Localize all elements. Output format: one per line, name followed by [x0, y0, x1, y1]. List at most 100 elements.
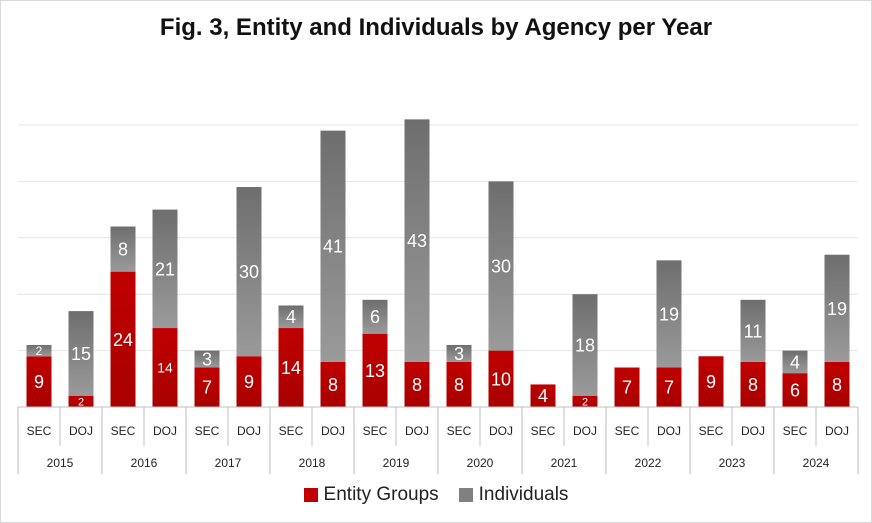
bar-entity-groups [278, 328, 304, 407]
bar-individuals [488, 181, 514, 351]
x-tick-label: SEC [27, 424, 52, 438]
bar-entity-groups [68, 395, 94, 407]
data-label-entity-groups: 4 [538, 386, 548, 406]
x-group-label: 2018 [299, 456, 326, 470]
legend-label-entity-groups: Entity Groups [323, 484, 439, 505]
bar-individuals [404, 119, 430, 362]
legend-swatch-individuals [458, 488, 473, 502]
data-label-individuals: 15 [71, 344, 91, 364]
data-label-individuals: 3 [454, 344, 464, 364]
bar-entity-groups [656, 367, 682, 407]
x-tick-label: SEC [783, 424, 808, 438]
x-tick-label: DOJ [321, 424, 345, 438]
x-group-label: 2023 [719, 456, 746, 470]
data-label-individuals: 21 [155, 259, 175, 279]
data-label-entity-groups: 9 [244, 372, 254, 392]
x-group-label: 2015 [47, 456, 74, 470]
bar-individuals [278, 305, 304, 329]
bar-entity-groups [614, 367, 640, 407]
chart-legend: Entity Groups Individuals [0, 484, 872, 506]
data-label-entity-groups: 8 [748, 375, 758, 395]
bar-individuals [824, 254, 850, 362]
bar-individuals [782, 350, 808, 374]
bar-individuals [740, 299, 766, 362]
bar-individuals [236, 187, 262, 357]
data-label-individuals: 11 [744, 321, 763, 341]
data-label-entity-groups: 8 [412, 375, 422, 395]
data-label-individuals: 41 [323, 237, 343, 257]
x-tick-label: SEC [447, 424, 472, 438]
bar-individuals [572, 294, 598, 396]
bar-entity-groups [488, 350, 514, 407]
data-label-individuals: 19 [659, 304, 679, 324]
chart-title: Fig. 3, Entity and Individuals by Agency… [159, 14, 713, 41]
data-label-entity-groups: 8 [328, 375, 338, 395]
x-tick-label: SEC [531, 424, 556, 438]
data-label-individuals: 18 [575, 335, 595, 355]
bar-individuals [446, 344, 472, 362]
x-tick-label: SEC [363, 424, 388, 438]
bar-entity-groups [236, 356, 262, 407]
data-label-individuals: 30 [239, 262, 259, 282]
bar-entity-groups [194, 367, 220, 407]
x-tick-label: DOJ [153, 424, 177, 438]
x-tick-label: SEC [111, 424, 136, 438]
bar-entity-groups [110, 271, 136, 407]
data-label-entity-groups: 7 [622, 378, 632, 398]
data-label-individuals: 6 [370, 307, 380, 327]
x-tick-label: SEC [279, 424, 304, 438]
bar-entity-groups [782, 373, 808, 407]
legend-item-entity-groups: Entity Groups [303, 484, 439, 506]
data-label-entity-groups: 7 [202, 378, 212, 398]
data-label-entity-groups: 14 [157, 360, 173, 376]
x-tick-label: DOJ [405, 424, 429, 438]
x-group-label: 2019 [383, 456, 410, 470]
bar-individuals [26, 344, 52, 357]
x-group-label: 2020 [467, 456, 494, 470]
data-label-entity-groups: 9 [706, 372, 716, 392]
bar-individuals [362, 299, 388, 334]
bar-entity-groups [152, 328, 178, 407]
data-label-entity-groups: 2 [78, 396, 84, 408]
x-tick-label: DOJ [489, 424, 513, 438]
bar-individuals [110, 226, 136, 272]
bar-entity-groups [572, 395, 598, 407]
data-label-entity-groups: 14 [281, 358, 301, 378]
legend-item-individuals: Individuals [458, 484, 569, 506]
bar-entity-groups [362, 333, 388, 407]
data-label-individuals: 19 [827, 299, 847, 319]
x-tick-label: DOJ [237, 424, 261, 438]
x-tick-label: DOJ [741, 424, 765, 438]
bar-entity-groups [740, 361, 766, 407]
data-label-entity-groups: 10 [491, 369, 511, 389]
data-label-entity-groups: 9 [34, 372, 44, 392]
bar-entity-groups [320, 361, 346, 407]
data-label-individuals: 4 [286, 307, 296, 327]
data-label-entity-groups: 13 [365, 361, 385, 381]
data-label-entity-groups: 6 [790, 381, 800, 401]
data-label-individuals: 8 [118, 240, 128, 260]
x-group-label: 2016 [131, 456, 158, 470]
data-label-entity-groups: 24 [113, 330, 133, 350]
legend-swatch-entity-groups [303, 488, 318, 502]
data-label-entity-groups: 2 [582, 396, 588, 408]
x-group-label: 2024 [803, 456, 830, 470]
x-tick-label: SEC [615, 424, 640, 438]
bar-individuals [320, 130, 346, 362]
data-label-individuals: 3 [202, 350, 212, 370]
data-label-individuals: 2 [36, 344, 43, 358]
bar-individuals [194, 350, 220, 368]
bar-entity-groups [446, 361, 472, 407]
x-tick-label: DOJ [69, 424, 93, 438]
legend-label-individuals: Individuals [478, 484, 569, 505]
x-tick-label: SEC [699, 424, 724, 438]
x-group-label: 2022 [635, 456, 662, 470]
bar-individuals [152, 209, 178, 329]
data-label-entity-groups: 8 [832, 375, 842, 395]
x-tick-label: DOJ [657, 424, 681, 438]
bar-entity-groups [698, 356, 724, 407]
bar-individuals [656, 260, 682, 368]
bar-entity-groups [26, 356, 52, 407]
bar-entity-groups [530, 384, 556, 407]
